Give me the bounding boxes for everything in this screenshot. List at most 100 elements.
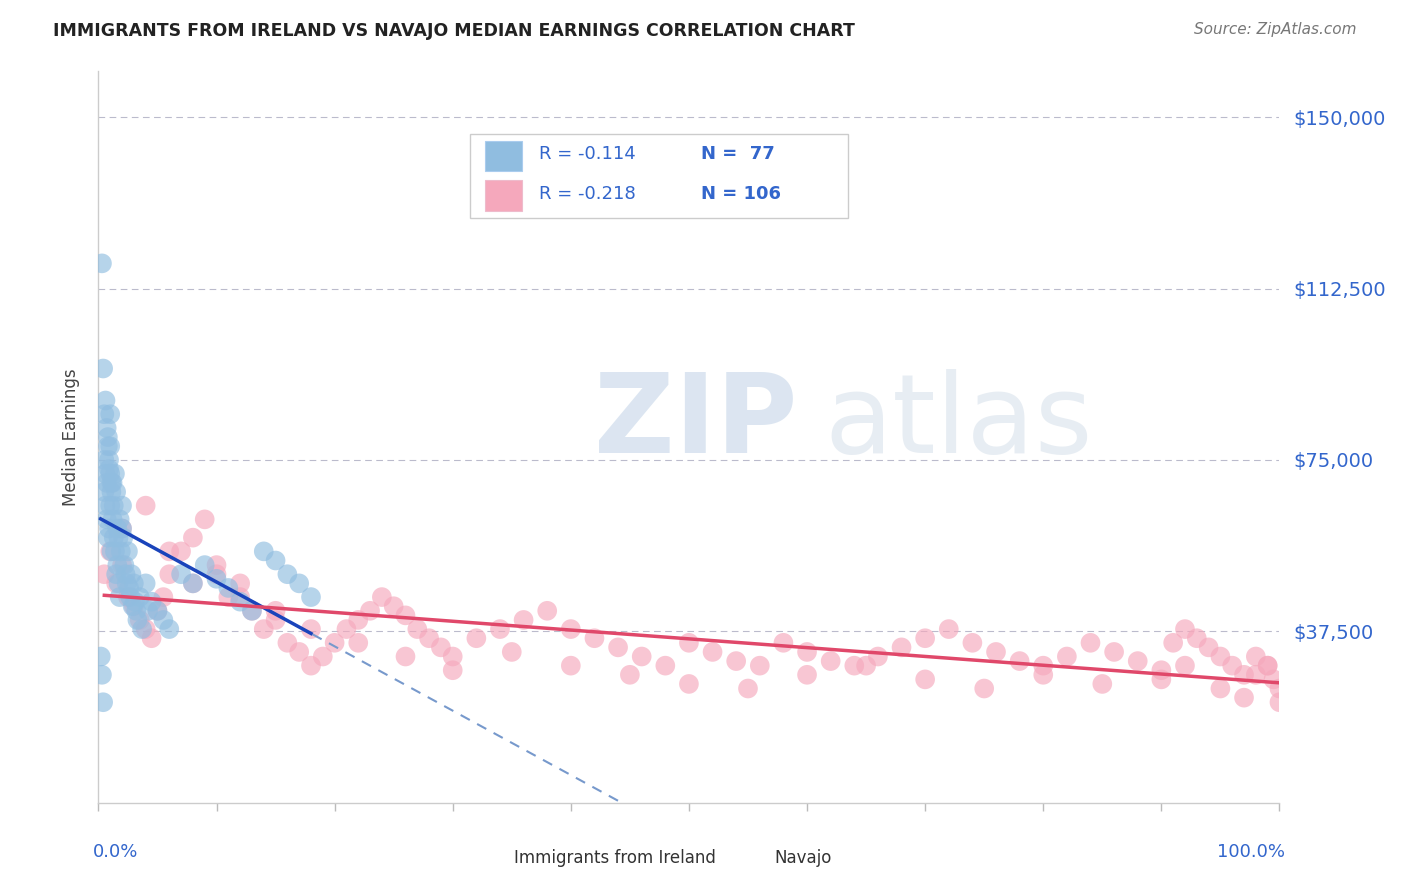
Point [112,558,135,573]
Point [323,636,346,650]
Point [217,581,239,595]
Point [607,640,630,655]
Point [430,640,453,655]
Point [135,622,157,636]
Point [111,521,134,535]
Point [288,576,311,591]
Point [1080,636,1102,650]
Point [127,613,149,627]
Point [152,590,174,604]
Point [560,658,582,673]
Point [1174,658,1197,673]
Point [748,658,770,673]
Point [844,658,866,673]
Point [1263,673,1285,687]
Bar [485,180,523,211]
Point [96,512,118,526]
Point [890,640,912,655]
Point [93,567,115,582]
Point [205,558,228,573]
Point [114,567,136,582]
Point [94,499,117,513]
Point [347,636,370,650]
Point [181,531,204,545]
Bar [485,141,523,171]
Point [264,553,287,567]
Point [1233,690,1256,705]
Point [229,576,252,591]
Text: R = -0.218: R = -0.218 [538,186,636,203]
Point [347,613,370,627]
Point [938,622,960,636]
Point [107,531,129,545]
Text: Navajo: Navajo [773,849,831,867]
Point [583,632,606,646]
Point [111,521,134,535]
Bar [737,847,762,871]
Point [501,645,523,659]
Point [91,667,114,681]
Point [141,632,163,646]
Point [418,632,440,646]
Point [1268,681,1291,696]
Point [98,439,121,453]
Text: ZIP: ZIP [595,369,797,476]
Point [1209,681,1232,696]
Point [98,407,121,421]
Point [194,558,217,573]
Point [1091,677,1114,691]
Point [217,590,239,604]
Point [299,590,322,604]
Text: R = -0.114: R = -0.114 [538,145,636,162]
Point [107,576,129,591]
Point [678,636,700,650]
Point [702,645,724,659]
Point [276,636,298,650]
Point [914,673,936,687]
Point [1198,640,1220,655]
Point [820,654,842,668]
Point [105,567,128,582]
Point [128,613,150,627]
Point [90,649,112,664]
Point [94,467,117,481]
Point [1150,673,1173,687]
Point [253,622,276,636]
Point [96,475,118,490]
Point [120,590,142,604]
Point [654,658,676,673]
Point [103,499,125,513]
Point [394,649,416,664]
Point [157,567,180,582]
Point [276,567,298,582]
Point [229,590,252,604]
Point [312,649,335,664]
Text: Immigrants from Ireland: Immigrants from Ireland [515,849,716,867]
Point [104,544,127,558]
Point [1209,649,1232,664]
Point [98,462,121,476]
Point [101,512,124,526]
Point [264,604,287,618]
Point [240,604,263,618]
Point [240,604,263,618]
Point [105,558,128,573]
Point [91,256,114,270]
Point [122,599,145,614]
Point [93,484,115,499]
Point [406,622,429,636]
Bar [477,847,502,871]
Point [117,590,139,604]
Point [737,681,759,696]
Point [118,581,141,595]
Point [855,658,877,673]
Point [136,604,159,618]
Point [103,531,125,545]
Point [121,567,143,582]
Text: atlas: atlas [825,369,1094,476]
Point [108,512,131,526]
Point [205,567,228,582]
Point [512,613,534,627]
Point [100,544,122,558]
Text: IMMIGRANTS FROM IRELAND VS NAVAJO MEDIAN EARNINGS CORRELATION CHART: IMMIGRANTS FROM IRELAND VS NAVAJO MEDIAN… [53,22,855,40]
